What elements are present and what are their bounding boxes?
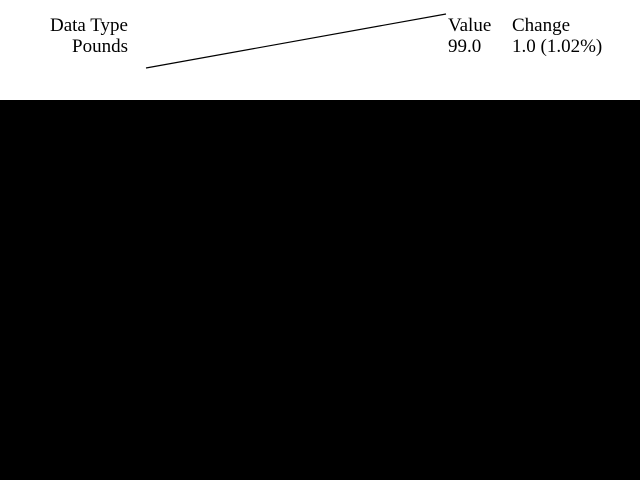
trend-sparkline bbox=[145, 13, 447, 69]
change-header: Change bbox=[512, 15, 571, 36]
current-value: 99.0 bbox=[448, 36, 482, 57]
data-type-header: Data Type bbox=[50, 15, 128, 36]
value-header: Value bbox=[448, 15, 492, 36]
data-type-value: Pounds bbox=[72, 36, 128, 57]
change-value: 1.0 (1.02%) bbox=[512, 36, 603, 57]
weight-summary-panel: Data Type Pounds Value 99.0 Change 1.0 (… bbox=[0, 0, 640, 100]
sparkline-series-line bbox=[145, 13, 447, 69]
